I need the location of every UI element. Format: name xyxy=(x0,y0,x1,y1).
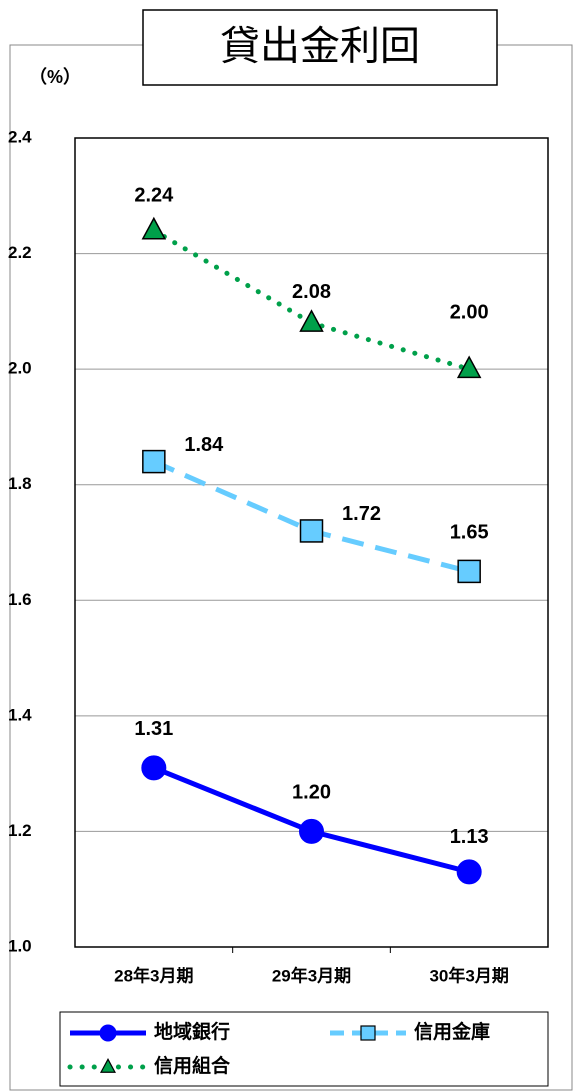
chart-title: 貸出金利回 xyxy=(220,25,420,69)
point xyxy=(457,559,481,584)
legend-marker xyxy=(99,1058,117,1073)
y-tick-label: 2.4 xyxy=(8,127,32,146)
y-tick-label: 1.4 xyxy=(8,705,32,724)
y-tick-label: 2.0 xyxy=(8,359,32,378)
legend-box xyxy=(59,1011,549,1087)
legend-marker xyxy=(99,1024,117,1042)
plot-border xyxy=(74,137,549,948)
data-label: 1.20 xyxy=(292,782,331,804)
y-tick-label: 1.2 xyxy=(8,821,32,840)
data-label: 1.72 xyxy=(342,503,381,525)
y-tick-label: 1.6 xyxy=(8,590,32,609)
title-box xyxy=(142,9,498,86)
x-tick-label: 28年3月期 xyxy=(114,965,193,985)
data-label: 2.00 xyxy=(450,301,489,323)
legend-marker xyxy=(360,1025,376,1041)
point xyxy=(299,309,324,332)
x-tick-label: 29年3月期 xyxy=(272,965,351,985)
legend-label: 地域銀行 xyxy=(154,1020,230,1043)
point xyxy=(141,755,167,781)
point xyxy=(141,216,167,240)
y-tick-label: 1.8 xyxy=(8,474,32,493)
data-label: 2.24 xyxy=(134,185,174,207)
y-tick-label: 1.0 xyxy=(8,936,32,955)
data-label: 1.31 xyxy=(134,718,173,740)
y-tick-label: 2.2 xyxy=(8,243,32,262)
legend-label: 信用金庫 xyxy=(414,1020,490,1043)
data-label: 1.65 xyxy=(450,522,489,544)
y-axis-unit: （%） xyxy=(29,67,81,87)
point xyxy=(142,449,166,474)
x-tick-label: 30年3月期 xyxy=(429,965,508,985)
point xyxy=(456,355,482,379)
data-label: 1.13 xyxy=(450,826,489,848)
point xyxy=(299,818,324,844)
legend-label: 信用組合 xyxy=(154,1054,231,1077)
data-label: 2.08 xyxy=(292,281,331,303)
point xyxy=(456,859,482,885)
point xyxy=(299,519,324,543)
data-label: 1.84 xyxy=(184,434,224,456)
